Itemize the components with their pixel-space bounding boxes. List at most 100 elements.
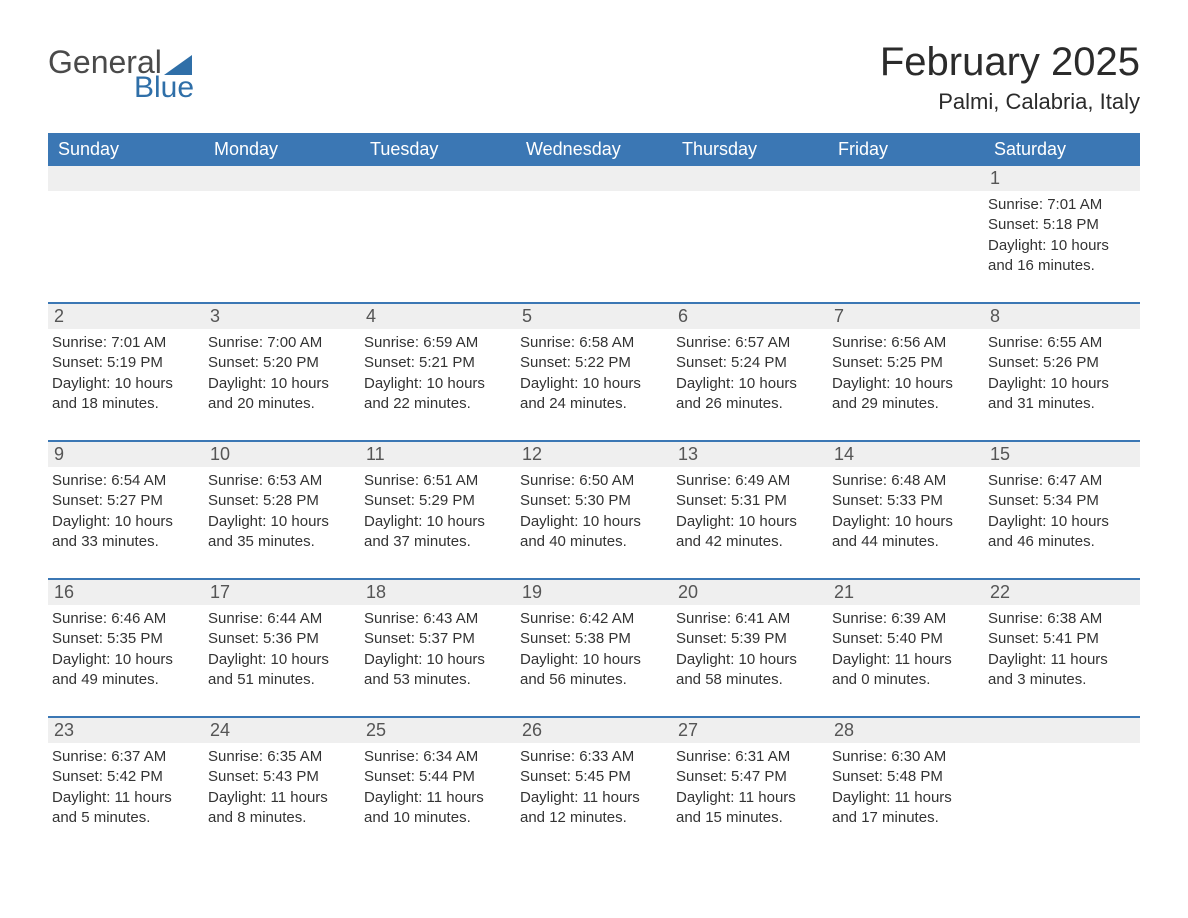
week-body: Sunrise: 6:54 AMSunset: 5:27 PMDaylight:… bbox=[48, 467, 1140, 578]
daylight-line: Daylight: 10 hours and 40 minutes. bbox=[520, 512, 666, 553]
day-cell: Sunrise: 7:01 AMSunset: 5:18 PMDaylight:… bbox=[984, 191, 1140, 302]
day-cell: Sunrise: 6:56 AMSunset: 5:25 PMDaylight:… bbox=[828, 329, 984, 440]
title-block: February 2025 Palmi, Calabria, Italy bbox=[880, 30, 1140, 121]
day-number: 10 bbox=[204, 442, 360, 467]
day-number: 22 bbox=[984, 580, 1140, 605]
sunrise-line: Sunrise: 6:46 AM bbox=[52, 609, 198, 629]
day-number: 19 bbox=[516, 580, 672, 605]
week-body: Sunrise: 7:01 AMSunset: 5:19 PMDaylight:… bbox=[48, 329, 1140, 440]
daylight-line: Daylight: 10 hours and 46 minutes. bbox=[988, 512, 1134, 553]
weekday-header: Tuesday bbox=[360, 133, 516, 166]
sunset-line: Sunset: 5:33 PM bbox=[832, 491, 978, 511]
sunset-line: Sunset: 5:37 PM bbox=[364, 629, 510, 649]
sunrise-line: Sunrise: 6:47 AM bbox=[988, 471, 1134, 491]
sunrise-line: Sunrise: 6:50 AM bbox=[520, 471, 666, 491]
sunset-line: Sunset: 5:41 PM bbox=[988, 629, 1134, 649]
day-cell: Sunrise: 6:47 AMSunset: 5:34 PMDaylight:… bbox=[984, 467, 1140, 578]
sunrise-line: Sunrise: 6:37 AM bbox=[52, 747, 198, 767]
day-number bbox=[516, 166, 672, 191]
day-number: 18 bbox=[360, 580, 516, 605]
day-number: 6 bbox=[672, 304, 828, 329]
day-number: 7 bbox=[828, 304, 984, 329]
logo-text-blue: Blue bbox=[134, 71, 194, 105]
day-cell bbox=[672, 191, 828, 302]
daylight-line: Daylight: 10 hours and 56 minutes. bbox=[520, 650, 666, 691]
day-number bbox=[204, 166, 360, 191]
sunset-line: Sunset: 5:25 PM bbox=[832, 353, 978, 373]
daylight-line: Daylight: 10 hours and 51 minutes. bbox=[208, 650, 354, 691]
day-number bbox=[48, 166, 204, 191]
sunset-line: Sunset: 5:38 PM bbox=[520, 629, 666, 649]
day-cell: Sunrise: 6:39 AMSunset: 5:40 PMDaylight:… bbox=[828, 605, 984, 716]
sunrise-line: Sunrise: 6:57 AM bbox=[676, 333, 822, 353]
sunrise-line: Sunrise: 6:43 AM bbox=[364, 609, 510, 629]
sunrise-line: Sunrise: 6:39 AM bbox=[832, 609, 978, 629]
day-number: 20 bbox=[672, 580, 828, 605]
daylight-line: Daylight: 11 hours and 5 minutes. bbox=[52, 788, 198, 829]
day-cell: Sunrise: 6:49 AMSunset: 5:31 PMDaylight:… bbox=[672, 467, 828, 578]
week-row: 2345678Sunrise: 7:01 AMSunset: 5:19 PMDa… bbox=[48, 302, 1140, 440]
day-number: 17 bbox=[204, 580, 360, 605]
sunset-line: Sunset: 5:26 PM bbox=[988, 353, 1134, 373]
daylight-line: Daylight: 11 hours and 3 minutes. bbox=[988, 650, 1134, 691]
daylight-line: Daylight: 10 hours and 37 minutes. bbox=[364, 512, 510, 553]
day-cell: Sunrise: 7:00 AMSunset: 5:20 PMDaylight:… bbox=[204, 329, 360, 440]
sunset-line: Sunset: 5:42 PM bbox=[52, 767, 198, 787]
week-row: 232425262728Sunrise: 6:37 AMSunset: 5:42… bbox=[48, 716, 1140, 854]
sunrise-line: Sunrise: 6:55 AM bbox=[988, 333, 1134, 353]
sunrise-line: Sunrise: 6:58 AM bbox=[520, 333, 666, 353]
day-cell: Sunrise: 6:44 AMSunset: 5:36 PMDaylight:… bbox=[204, 605, 360, 716]
daylight-line: Daylight: 10 hours and 35 minutes. bbox=[208, 512, 354, 553]
daylight-line: Daylight: 10 hours and 20 minutes. bbox=[208, 374, 354, 415]
sunset-line: Sunset: 5:24 PM bbox=[676, 353, 822, 373]
sunrise-line: Sunrise: 6:33 AM bbox=[520, 747, 666, 767]
sunset-line: Sunset: 5:29 PM bbox=[364, 491, 510, 511]
sunrise-line: Sunrise: 6:51 AM bbox=[364, 471, 510, 491]
daylight-line: Daylight: 10 hours and 44 minutes. bbox=[832, 512, 978, 553]
day-cell bbox=[828, 191, 984, 302]
month-title: February 2025 bbox=[880, 40, 1140, 85]
day-number-band: 2345678 bbox=[48, 302, 1140, 329]
day-number: 9 bbox=[48, 442, 204, 467]
daylight-line: Daylight: 10 hours and 58 minutes. bbox=[676, 650, 822, 691]
sunset-line: Sunset: 5:36 PM bbox=[208, 629, 354, 649]
weekday-header-row: Sunday Monday Tuesday Wednesday Thursday… bbox=[48, 133, 1140, 166]
daylight-line: Daylight: 11 hours and 10 minutes. bbox=[364, 788, 510, 829]
sunset-line: Sunset: 5:43 PM bbox=[208, 767, 354, 787]
sunset-line: Sunset: 5:30 PM bbox=[520, 491, 666, 511]
day-cell bbox=[516, 191, 672, 302]
day-cell: Sunrise: 6:35 AMSunset: 5:43 PMDaylight:… bbox=[204, 743, 360, 854]
daylight-line: Daylight: 10 hours and 22 minutes. bbox=[364, 374, 510, 415]
sunset-line: Sunset: 5:19 PM bbox=[52, 353, 198, 373]
sunset-line: Sunset: 5:47 PM bbox=[676, 767, 822, 787]
day-number: 8 bbox=[984, 304, 1140, 329]
day-number: 26 bbox=[516, 718, 672, 743]
sunset-line: Sunset: 5:39 PM bbox=[676, 629, 822, 649]
day-number bbox=[360, 166, 516, 191]
day-number: 28 bbox=[828, 718, 984, 743]
day-number: 12 bbox=[516, 442, 672, 467]
sunset-line: Sunset: 5:28 PM bbox=[208, 491, 354, 511]
day-cell bbox=[360, 191, 516, 302]
sunrise-line: Sunrise: 6:38 AM bbox=[988, 609, 1134, 629]
day-cell: Sunrise: 6:41 AMSunset: 5:39 PMDaylight:… bbox=[672, 605, 828, 716]
daylight-line: Daylight: 11 hours and 12 minutes. bbox=[520, 788, 666, 829]
sunrise-line: Sunrise: 6:42 AM bbox=[520, 609, 666, 629]
day-number: 14 bbox=[828, 442, 984, 467]
sunrise-line: Sunrise: 6:30 AM bbox=[832, 747, 978, 767]
weekday-header: Wednesday bbox=[516, 133, 672, 166]
sunset-line: Sunset: 5:48 PM bbox=[832, 767, 978, 787]
day-cell: Sunrise: 6:50 AMSunset: 5:30 PMDaylight:… bbox=[516, 467, 672, 578]
day-number bbox=[828, 166, 984, 191]
day-cell: Sunrise: 6:42 AMSunset: 5:38 PMDaylight:… bbox=[516, 605, 672, 716]
day-number: 23 bbox=[48, 718, 204, 743]
day-cell: Sunrise: 6:54 AMSunset: 5:27 PMDaylight:… bbox=[48, 467, 204, 578]
sunrise-line: Sunrise: 6:56 AM bbox=[832, 333, 978, 353]
daylight-line: Daylight: 10 hours and 53 minutes. bbox=[364, 650, 510, 691]
weekday-header: Saturday bbox=[984, 133, 1140, 166]
sunset-line: Sunset: 5:22 PM bbox=[520, 353, 666, 373]
day-number: 27 bbox=[672, 718, 828, 743]
daylight-line: Daylight: 10 hours and 18 minutes. bbox=[52, 374, 198, 415]
day-number bbox=[984, 718, 1140, 743]
day-number: 21 bbox=[828, 580, 984, 605]
